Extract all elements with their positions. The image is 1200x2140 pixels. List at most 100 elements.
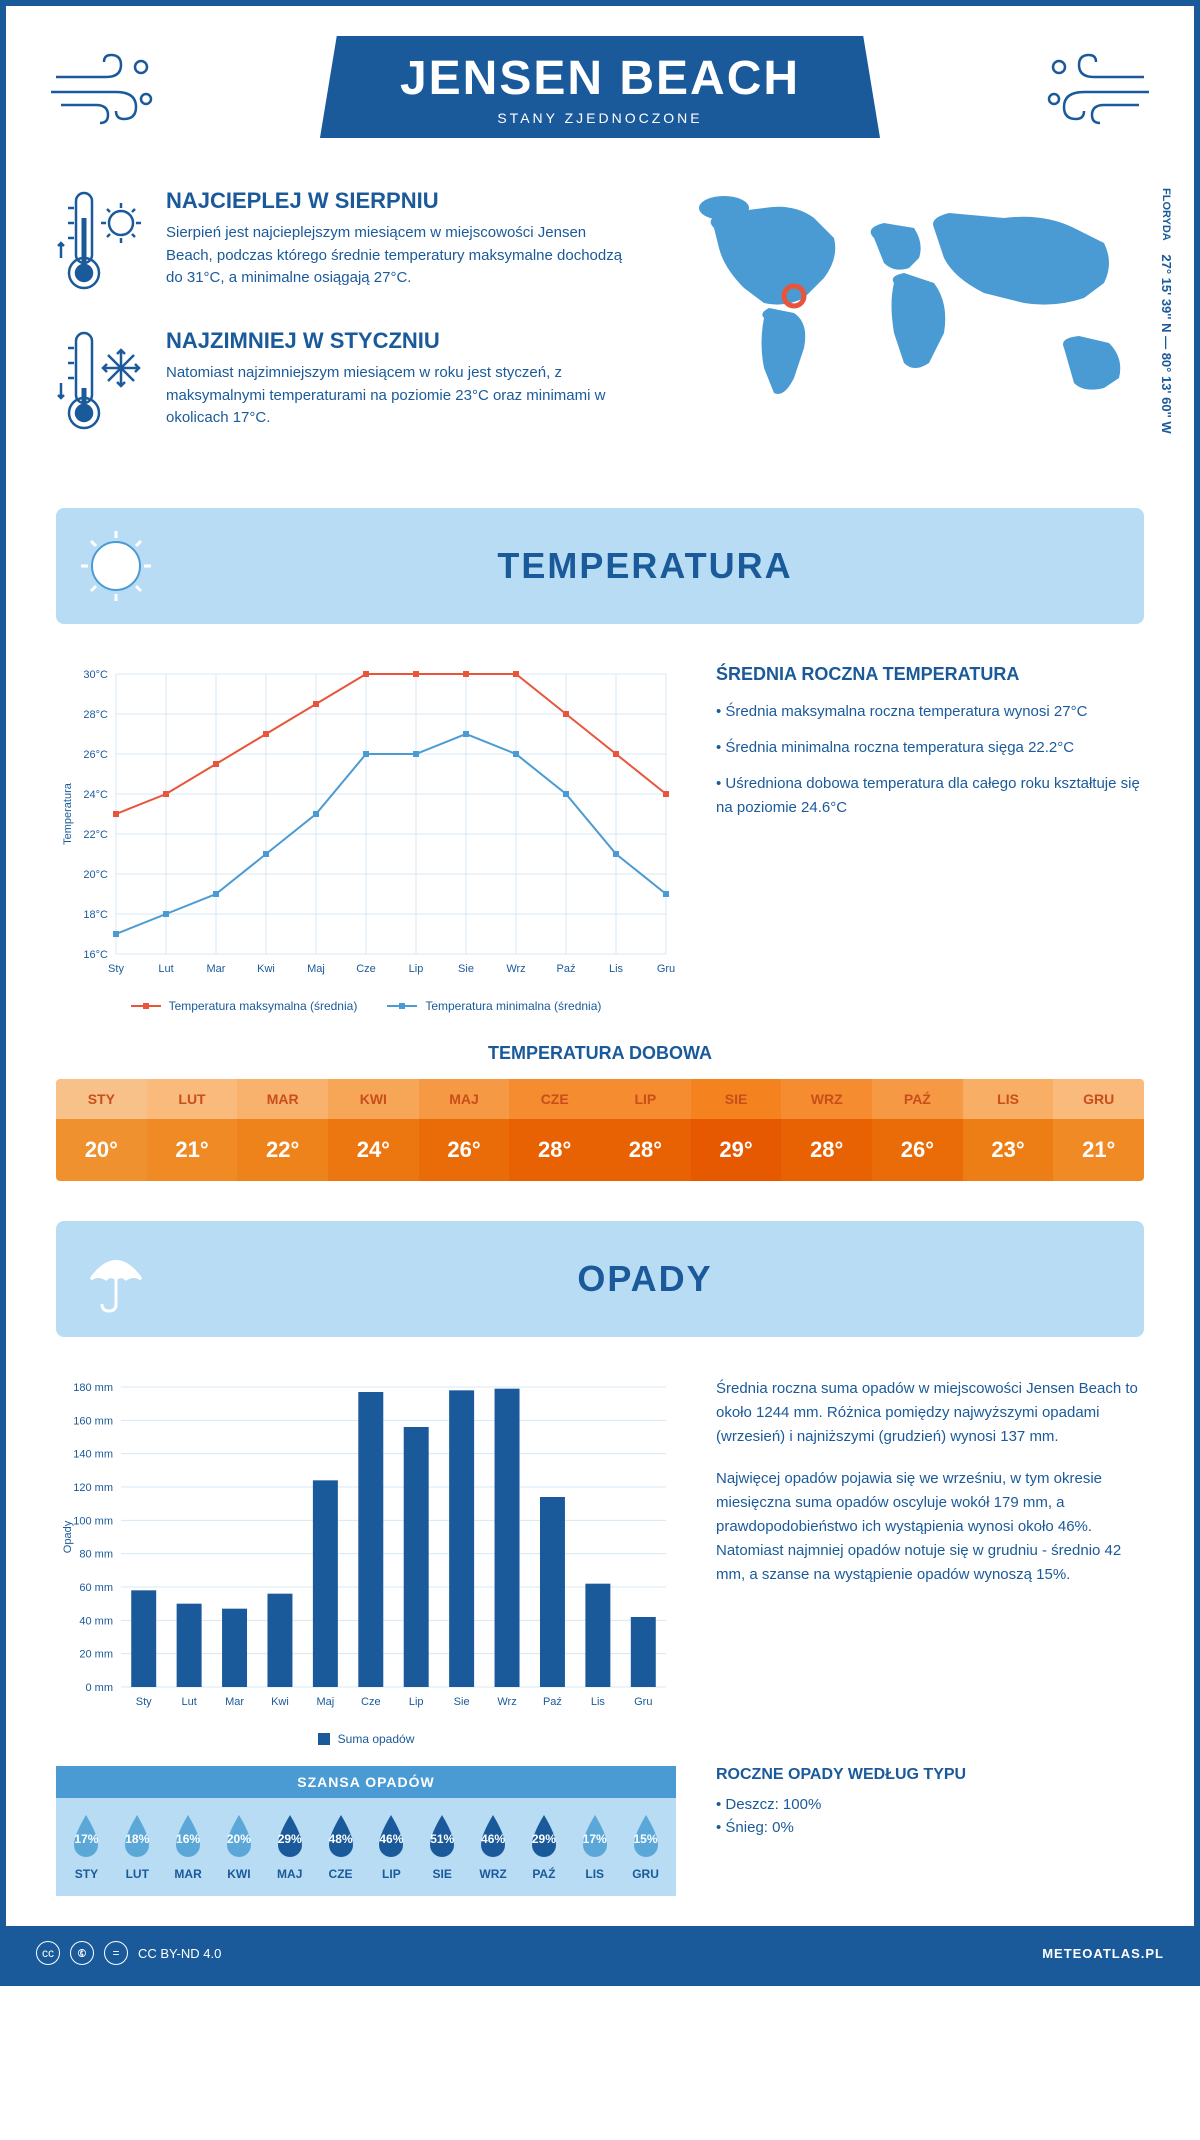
temp-info-3: • Uśredniona dobowa temperatura dla całe… [716,772,1144,820]
thermometer-cold-icon [56,328,146,438]
chance-item: 17% LIS [569,1813,620,1881]
svg-text:120 mm: 120 mm [73,1482,113,1494]
temp-col: MAJ 26° [419,1079,510,1181]
svg-text:180 mm: 180 mm [73,1382,113,1394]
header: JENSEN BEACH STANY ZJEDNOCZONE [6,6,1194,158]
svg-text:20°C: 20°C [83,869,108,881]
precipitation-section-header: OPADY [56,1221,1144,1337]
temp-col: KWI 24° [328,1079,419,1181]
svg-text:Wrz: Wrz [497,1696,516,1708]
wind-icon-left [46,47,166,127]
svg-text:80 mm: 80 mm [79,1549,113,1561]
temperature-info: ŚREDNIA ROCZNA TEMPERATURA • Średnia mak… [716,664,1144,1013]
temp-col: CZE 28° [509,1079,600,1181]
type-1: • Deszcz: 100% [716,1794,1144,1817]
warmest-fact: NAJCIEPLEJ W SIERPNIU Sierpień jest najc… [56,188,624,298]
svg-text:Mar: Mar [225,1696,244,1708]
legend-precip: Suma opadów [318,1732,415,1746]
chance-item: 46% WRZ [468,1813,519,1881]
precip-info-2: Najwięcej opadów pojawia się we wrześniu… [716,1467,1144,1587]
svg-text:Sie: Sie [458,963,474,975]
svg-text:Lip: Lip [409,1696,424,1708]
legend-max: Temperatura maksymalna (średnia) [131,999,358,1013]
type-2: • Śnieg: 0% [716,1817,1144,1840]
svg-text:160 mm: 160 mm [73,1415,113,1427]
nd-icon: = [104,1941,128,1965]
daily-temp-title: TEMPERATURA DOBOWA [56,1043,1144,1064]
chance-title: SZANSA OPADÓW [56,1766,676,1798]
title-banner: JENSEN BEACH STANY ZJEDNOCZONE [320,36,880,138]
svg-text:Lut: Lut [158,963,173,975]
temp-col: LIS 23° [963,1079,1054,1181]
precipitation-info: Średnia roczna suma opadów w miejscowośc… [716,1377,1144,1746]
warmest-text: Sierpień jest najcieplejszym miesiącem w… [166,222,624,290]
svg-text:Cze: Cze [361,1696,381,1708]
precipitation-by-type: ROCZNE OPADY WEDŁUG TYPU • Deszcz: 100% … [716,1766,1144,1896]
svg-text:Lis: Lis [609,963,624,975]
svg-text:Gru: Gru [634,1696,652,1708]
world-map [664,188,1144,448]
temp-col: LIP 28° [600,1079,691,1181]
page-subtitle: STANY ZJEDNOCZONE [400,110,800,126]
svg-text:Gru: Gru [657,963,675,975]
by-icon: 🅮 [70,1941,94,1965]
chance-item: 16% MAR [163,1813,214,1881]
daily-temperature: TEMPERATURA DOBOWA STY 20° LUT 21° MAR 2… [6,1043,1194,1221]
svg-text:Lip: Lip [409,963,424,975]
page-title: JENSEN BEACH [400,51,800,106]
svg-text:Lut: Lut [181,1696,196,1708]
chance-item: 46% LIP [366,1813,417,1881]
precipitation-chance: SZANSA OPADÓW 17% STY 18% LUT 16% MAR 20… [56,1766,676,1896]
precipitation-chart: 0 mm20 mm40 mm60 mm80 mm100 mm120 mm140 … [56,1377,676,1746]
svg-text:Sty: Sty [136,1696,152,1708]
svg-text:22°C: 22°C [83,829,108,841]
temperature-chart: 16°C18°C20°C22°C24°C26°C28°C30°CStyLutMa… [56,664,676,1013]
precip-info-1: Średnia roczna suma opadów w miejscowośc… [716,1377,1144,1449]
temp-col: MAR 22° [237,1079,328,1181]
chance-item: 18% LUT [112,1813,163,1881]
svg-text:Sty: Sty [108,963,124,975]
sun-icon [76,526,156,606]
legend-min: Temperatura minimalna (średnia) [387,999,601,1013]
svg-text:28°C: 28°C [83,709,108,721]
temperature-title: TEMPERATURA [176,545,1114,587]
temp-col: PAŹ 26° [872,1079,963,1181]
svg-text:Lis: Lis [591,1696,606,1708]
temp-col: STY 20° [56,1079,147,1181]
chance-item: 15% GRU [620,1813,671,1881]
svg-text:Sie: Sie [454,1696,470,1708]
svg-text:Paź: Paź [543,1696,562,1708]
chance-item: 29% MAJ [264,1813,315,1881]
svg-text:60 mm: 60 mm [79,1582,113,1594]
svg-text:100 mm: 100 mm [73,1515,113,1527]
svg-text:0 mm: 0 mm [86,1682,114,1694]
footer: cc 🅮 = CC BY-ND 4.0 METEOATLAS.PL [6,1926,1194,1980]
chance-item: 20% KWI [213,1813,264,1881]
precipitation-title: OPADY [176,1258,1114,1300]
chance-item: 29% PAŹ [518,1813,569,1881]
thermometer-hot-icon [56,188,146,298]
svg-text:Maj: Maj [317,1696,335,1708]
region-label: FLORYDA [1160,188,1172,241]
temp-col: WRZ 28° [781,1079,872,1181]
svg-text:140 mm: 140 mm [73,1449,113,1461]
license-text: CC BY-ND 4.0 [138,1946,221,1961]
chance-item: 17% STY [61,1813,112,1881]
temp-col: LUT 21° [147,1079,238,1181]
warmest-title: NAJCIEPLEJ W SIERPNIU [166,188,624,214]
svg-text:Cze: Cze [356,963,376,975]
temp-col: GRU 21° [1053,1079,1144,1181]
type-title: ROCZNE OPADY WEDŁUG TYPU [716,1766,1144,1784]
temp-info-2: • Średnia minimalna roczna temperatura s… [716,736,1144,760]
svg-text:Mar: Mar [207,963,226,975]
svg-text:24°C: 24°C [83,789,108,801]
chance-item: 51% SIE [417,1813,468,1881]
svg-text:30°C: 30°C [83,669,108,681]
svg-text:16°C: 16°C [83,949,108,961]
coldest-text: Natomiast najzimniejszym miesiącem w rok… [166,362,624,430]
cc-icon: cc [36,1941,60,1965]
svg-text:18°C: 18°C [83,909,108,921]
wind-icon-right [1034,47,1154,127]
site-name: METEOATLAS.PL [1042,1946,1164,1961]
coordinates: FLORYDA 27° 15' 39'' N — 80° 13' 60'' W [1159,188,1174,434]
